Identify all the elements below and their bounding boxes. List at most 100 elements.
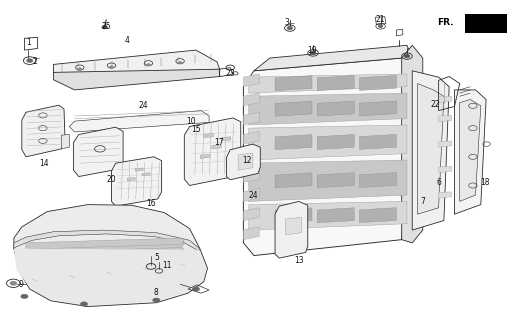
Polygon shape	[317, 101, 354, 116]
Polygon shape	[317, 208, 354, 223]
Polygon shape	[249, 160, 407, 201]
Polygon shape	[135, 168, 143, 171]
Polygon shape	[243, 58, 412, 256]
Polygon shape	[275, 101, 312, 116]
Polygon shape	[238, 153, 253, 170]
Polygon shape	[275, 201, 308, 258]
Text: 4: 4	[125, 36, 130, 45]
Circle shape	[147, 63, 151, 66]
Text: 15: 15	[191, 125, 200, 134]
Circle shape	[110, 66, 114, 68]
Polygon shape	[360, 76, 396, 91]
Text: 23: 23	[225, 69, 235, 78]
Polygon shape	[286, 217, 302, 235]
Text: 18: 18	[480, 178, 490, 187]
Polygon shape	[439, 166, 452, 173]
Polygon shape	[243, 189, 259, 201]
Polygon shape	[53, 50, 220, 83]
Polygon shape	[221, 137, 231, 141]
Circle shape	[153, 298, 160, 302]
Text: 22: 22	[430, 100, 440, 109]
Polygon shape	[402, 45, 423, 243]
Polygon shape	[74, 127, 123, 177]
Text: 16: 16	[146, 198, 156, 207]
Polygon shape	[26, 238, 184, 249]
Polygon shape	[61, 134, 69, 149]
Circle shape	[378, 25, 382, 28]
Polygon shape	[127, 178, 135, 181]
Circle shape	[21, 294, 28, 299]
Polygon shape	[22, 105, 65, 157]
Text: 10: 10	[186, 117, 195, 126]
Polygon shape	[439, 116, 452, 122]
Text: 24: 24	[248, 190, 258, 200]
Polygon shape	[254, 45, 412, 71]
Circle shape	[102, 26, 107, 29]
Polygon shape	[460, 100, 481, 201]
Polygon shape	[212, 145, 221, 149]
Circle shape	[178, 61, 182, 64]
Circle shape	[287, 27, 293, 30]
Circle shape	[80, 302, 88, 306]
Text: 1: 1	[26, 38, 31, 47]
Text: 11: 11	[162, 261, 171, 270]
Circle shape	[78, 68, 82, 70]
Polygon shape	[417, 84, 444, 214]
Polygon shape	[360, 208, 396, 223]
Polygon shape	[275, 208, 312, 223]
Circle shape	[26, 59, 33, 62]
Polygon shape	[26, 241, 184, 252]
Polygon shape	[112, 157, 162, 206]
Polygon shape	[26, 251, 184, 262]
Polygon shape	[275, 76, 312, 91]
Text: 2: 2	[33, 57, 38, 66]
Polygon shape	[249, 93, 407, 125]
Text: 9: 9	[19, 280, 23, 289]
Polygon shape	[243, 170, 259, 182]
Polygon shape	[439, 141, 452, 147]
Polygon shape	[412, 71, 449, 230]
Polygon shape	[243, 93, 259, 106]
Circle shape	[192, 287, 199, 291]
Polygon shape	[243, 227, 259, 240]
Text: 24: 24	[139, 101, 148, 110]
Polygon shape	[53, 69, 220, 90]
Polygon shape	[275, 135, 312, 150]
Text: 7: 7	[421, 197, 425, 206]
Text: 20: 20	[107, 175, 116, 184]
Polygon shape	[317, 173, 354, 188]
Polygon shape	[184, 118, 241, 186]
Text: 6: 6	[436, 178, 441, 187]
Text: 25: 25	[102, 22, 111, 31]
Polygon shape	[360, 134, 396, 149]
Text: 13: 13	[294, 256, 304, 265]
Polygon shape	[454, 90, 486, 214]
Polygon shape	[249, 74, 407, 93]
Polygon shape	[360, 101, 396, 116]
Text: 12: 12	[242, 156, 252, 164]
Polygon shape	[200, 154, 209, 158]
Text: 21: 21	[376, 15, 385, 24]
Circle shape	[311, 51, 316, 54]
Polygon shape	[69, 111, 209, 132]
Circle shape	[10, 281, 16, 285]
FancyBboxPatch shape	[465, 14, 507, 33]
Polygon shape	[142, 173, 150, 176]
Text: 14: 14	[40, 159, 49, 168]
Polygon shape	[243, 131, 259, 144]
Polygon shape	[14, 249, 206, 305]
Polygon shape	[317, 134, 354, 149]
Polygon shape	[243, 208, 259, 220]
Polygon shape	[275, 173, 312, 188]
Polygon shape	[317, 76, 354, 91]
Text: 3: 3	[285, 18, 289, 27]
Text: FR.: FR.	[437, 19, 453, 28]
Polygon shape	[360, 172, 396, 188]
Polygon shape	[14, 204, 207, 307]
Polygon shape	[243, 150, 259, 163]
Text: 17: 17	[214, 138, 223, 147]
Polygon shape	[14, 230, 200, 251]
Polygon shape	[204, 133, 213, 138]
Polygon shape	[439, 96, 452, 103]
Text: 19: 19	[307, 45, 317, 55]
